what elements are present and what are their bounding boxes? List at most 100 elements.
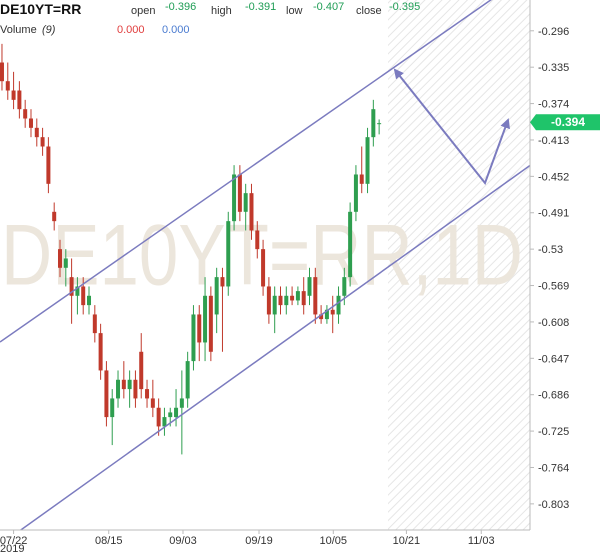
y-tick-label: -0.764	[538, 462, 569, 474]
candle-body	[359, 174, 364, 184]
candle-body	[98, 333, 103, 371]
year-label: 2019	[0, 543, 24, 555]
lower-channel-line	[19, 164, 530, 530]
candle-body	[121, 379, 126, 390]
candle-body	[348, 211, 353, 278]
legend-label: high	[211, 5, 232, 17]
candle-body	[301, 291, 306, 306]
volume-label: Volume	[0, 24, 37, 36]
candle-body	[319, 314, 324, 320]
y-tick-label: -0.296	[538, 26, 569, 38]
x-tick-label: 09/03	[169, 535, 197, 547]
candle-body	[5, 81, 10, 91]
candle-body	[34, 127, 39, 138]
candle-body	[295, 291, 300, 301]
candle-body	[57, 249, 62, 268]
candle-body	[17, 90, 22, 110]
y-tick-label: -0.374	[538, 99, 569, 111]
candle-body	[255, 230, 260, 250]
candle-body	[162, 417, 167, 427]
candle-body	[127, 379, 132, 390]
candle-body	[237, 174, 242, 212]
candle-body	[191, 314, 196, 362]
legend-label: open	[131, 5, 155, 17]
candle-body	[185, 361, 190, 399]
candle-body	[87, 295, 92, 306]
y-tick-label: -0.608	[538, 317, 569, 329]
legend-value: -0.396	[165, 1, 196, 13]
y-tick-label: -0.452	[538, 171, 569, 183]
y-tick-label: -0.569	[538, 281, 569, 293]
candle-body	[290, 295, 295, 301]
candle-body	[23, 109, 28, 119]
y-tick-label: -0.413	[538, 135, 569, 147]
legend-label: low	[286, 5, 303, 17]
candle-body	[313, 277, 318, 315]
y-tick-label: -0.335	[538, 62, 569, 74]
candle-body	[116, 379, 121, 399]
x-tick-label: 11/03	[468, 535, 495, 547]
candle-body	[371, 109, 376, 138]
candle-body	[156, 407, 161, 427]
price-tag-label: -0.394	[551, 115, 585, 129]
x-tick-label: 09/19	[245, 535, 273, 547]
candle-body	[145, 389, 150, 399]
volume-period: (9)	[42, 24, 56, 36]
candle-body	[63, 258, 68, 268]
candle-body	[81, 286, 86, 306]
candle-body	[92, 314, 97, 334]
y-tick-label: -0.491	[538, 208, 569, 220]
x-tick-label: 08/15	[95, 535, 123, 547]
candle-body	[28, 118, 33, 128]
candle-body	[342, 277, 347, 296]
candle-body	[139, 351, 144, 390]
chart-title: DE10YT=RR	[0, 1, 81, 17]
candle-body	[266, 286, 271, 315]
candle-body	[133, 379, 138, 399]
candle-body	[272, 295, 277, 315]
candle-body	[353, 174, 358, 212]
volume-value: 0.000	[162, 24, 190, 36]
y-tick-label: -0.725	[538, 426, 569, 438]
candle-body	[208, 295, 213, 352]
candle-body	[330, 309, 335, 315]
candle-body	[179, 398, 184, 408]
candle-body	[0, 62, 4, 82]
candle-body	[324, 309, 329, 320]
x-tick-label: 07/22	[0, 535, 27, 547]
candle-body	[261, 249, 266, 287]
candle-body	[203, 295, 208, 343]
candle-body	[365, 137, 370, 184]
legend-value: -0.391	[245, 1, 276, 13]
candle-body	[69, 277, 74, 296]
y-tick-label: -0.686	[538, 390, 569, 402]
candle-body	[52, 211, 57, 222]
candle-body	[46, 146, 51, 184]
y-tick-label: -0.803	[538, 499, 569, 511]
candle-body	[110, 398, 115, 418]
candle-body	[214, 277, 219, 315]
candle-body	[197, 314, 202, 343]
candle-body	[220, 277, 225, 287]
forecast-arrow	[393, 68, 510, 186]
plot-area	[0, 43, 382, 455]
y-tick-label: -0.53	[538, 244, 563, 256]
upper-channel-line	[0, 0, 493, 343]
price-tag-pointer	[530, 114, 536, 131]
candle-body	[168, 412, 173, 418]
legend-value: -0.407	[313, 1, 344, 13]
x-tick-label: 10/21	[393, 535, 421, 547]
candle-body	[336, 295, 341, 315]
candle-body	[226, 221, 231, 287]
y-tick-label: -0.647	[538, 353, 569, 365]
candle-body	[243, 193, 248, 212]
candle-body	[232, 174, 237, 222]
legend-value: -0.395	[389, 1, 420, 13]
candle-body	[278, 295, 283, 306]
channel	[0, 0, 530, 530]
legend-label: close	[356, 5, 382, 17]
candle-body	[307, 277, 312, 296]
candle-body	[249, 193, 254, 231]
candle-body	[40, 137, 45, 147]
